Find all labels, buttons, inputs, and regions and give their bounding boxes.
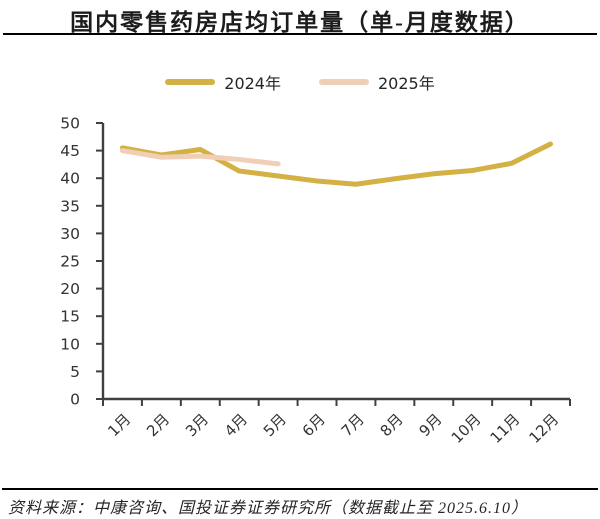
y-tick-label: 15 [60, 308, 80, 326]
footer-rule [2, 488, 598, 490]
legend-item-2025: 2025年 [319, 70, 435, 94]
y-tick-label: 25 [60, 253, 80, 271]
title-underline [3, 33, 597, 35]
y-tick-label: 50 [60, 115, 80, 133]
series-line-2025 [119, 148, 281, 167]
y-tick-label: 10 [60, 335, 80, 353]
x-tick-label: 6月 [299, 410, 329, 440]
x-tick-label: 11月 [487, 410, 524, 447]
series-line-2024 [119, 141, 554, 187]
y-tick-label: 45 [60, 142, 80, 160]
x-tick-label: 5月 [260, 410, 290, 440]
x-tick-label: 2月 [143, 410, 173, 440]
legend-swatch-2024 [165, 79, 216, 85]
legend-label-2024: 2024年 [224, 74, 281, 93]
x-tick-label: 3月 [182, 410, 212, 440]
x-tick-label: 10月 [448, 410, 485, 447]
x-tick-label: 1月 [104, 410, 134, 440]
y-tick-label: 5 [70, 363, 80, 381]
legend-item-2024: 2024年 [165, 70, 281, 94]
y-tick-label: 35 [60, 197, 80, 215]
x-tick-label: 4月 [221, 410, 251, 440]
x-tick-label: 12月 [526, 410, 563, 447]
y-tick-label: 40 [60, 170, 80, 188]
x-tick-label: 7月 [338, 410, 368, 440]
source-note: 资料来源：中康咨询、国投证券证券研究所（数据截止至 2025.6.10） [8, 500, 529, 517]
line-chart: 0 5 10 15 20 25 30 35 40 45 50 1月 2月 3月 4月 5月 6月 7月 8月 9月 10… [60, 115, 571, 447]
chart-legend: 2024年 2025年 [0, 70, 600, 94]
legend-label-2025: 2025年 [378, 74, 435, 93]
y-tick-label: 20 [60, 280, 80, 298]
y-tick-label: 30 [60, 225, 80, 243]
legend-swatch-2025 [319, 79, 369, 85]
chart-title: 国内零售药房店均订单量（单-月度数据） [70, 10, 530, 35]
x-tick-label: 9月 [416, 410, 446, 440]
x-tick-label: 8月 [377, 410, 407, 440]
y-tick-label: 0 [70, 391, 80, 409]
